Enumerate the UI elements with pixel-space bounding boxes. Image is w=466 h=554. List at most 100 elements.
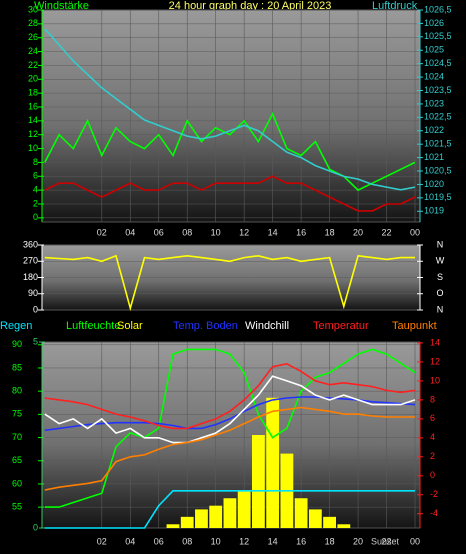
y2-tick-label: 1024: [424, 71, 444, 81]
x-tick-label: 00: [410, 536, 420, 546]
x-tick-label: 10: [211, 227, 221, 237]
y2-tick-label: 1024,5: [424, 58, 452, 68]
y-tick-label: 6: [33, 171, 38, 181]
solar-bar: [237, 490, 251, 528]
x-tick-label: 08: [182, 536, 192, 546]
y-tick-label: 24: [28, 46, 38, 56]
solar-bar: [252, 435, 265, 528]
x-tick-label: 20: [353, 536, 363, 546]
y2-tick-label: 1022: [424, 125, 444, 135]
y-tick-label: 60: [12, 478, 22, 488]
y2-tick-label: W: [436, 256, 445, 266]
y2-tick-label: 0: [430, 470, 435, 480]
series-line: [44, 28, 416, 191]
y-tick-label: 4: [33, 185, 38, 195]
y-tick-label: 75: [12, 409, 22, 419]
y-axis-label: Windstärke: [34, 0, 89, 12]
chart-title: 24 hour graph day : 20 April 2023: [169, 0, 332, 12]
y-tick-label: 2: [33, 198, 38, 208]
y2-tick-label: 1023: [424, 98, 444, 108]
y2-tick-label: 1022,5: [424, 112, 452, 122]
legend-entry: Windchill: [245, 320, 289, 332]
y2-tick-label: 4: [430, 432, 435, 442]
legend-entry: Luftfeuchte: [66, 320, 120, 332]
legend-entry: Temp. Boden: [173, 320, 238, 332]
x-tick-label: 04: [125, 227, 135, 237]
series-line: [44, 175, 416, 212]
y-tick-label: 28: [28, 18, 38, 28]
y2-tick-label: 1021: [424, 152, 444, 162]
y-tick-label: 12: [28, 129, 38, 139]
y2-tick-label: 1025,5: [424, 31, 452, 41]
y2-tick-label: S: [437, 272, 443, 282]
y2-tick-label: N: [437, 304, 444, 314]
y-tick-label: 8: [33, 157, 38, 167]
y-tick-label: 90: [12, 339, 22, 349]
solar-bar: [166, 524, 180, 528]
x-tick-label: 02: [97, 227, 107, 237]
sunset-label: Sunset: [371, 536, 400, 546]
solar-bar: [223, 498, 237, 528]
x-tick-label: 04: [125, 536, 135, 546]
y-tick-label: 18: [28, 88, 38, 98]
x-tick-label: 14: [268, 536, 278, 546]
y2-tick-label: 1020,5: [424, 165, 452, 175]
plot-area: [41, 341, 421, 529]
y2-tick-label: 1026: [424, 18, 444, 28]
y-tick-label: 14: [28, 115, 38, 125]
legend-entry: Solar: [117, 320, 143, 332]
y-tick-label: 360: [23, 239, 38, 249]
y-tick-label: 90: [28, 288, 38, 298]
y-tick-label: 270: [23, 256, 38, 266]
y3-tick-label: 0: [33, 522, 38, 532]
series-line: [44, 406, 415, 491]
legend-entry: Regen: [0, 320, 32, 332]
x-tick-label: 18: [325, 227, 335, 237]
y2-axis-label: Luftdruck: [372, 0, 418, 12]
y-tick-label: 70: [12, 432, 22, 442]
y2-tick-label: -2: [430, 489, 438, 499]
solar-bar: [266, 397, 280, 528]
y2-tick-label: 10: [430, 375, 440, 385]
y2-tick-label: 1021,5: [424, 139, 452, 149]
y-tick-label: 22: [28, 60, 38, 70]
x-tick-label: 06: [154, 227, 164, 237]
series-line: [44, 375, 416, 444]
solar-bar: [323, 516, 336, 528]
y-tick-label: 85: [12, 362, 22, 372]
y2-tick-label: N: [437, 239, 444, 249]
x-tick-label: 10: [211, 536, 221, 546]
x-tick-label: 22: [382, 227, 392, 237]
y2-tick-label: 1025: [424, 45, 444, 55]
y2-tick-label: 1026,5: [424, 4, 452, 14]
x-tick-label: 22: [382, 536, 392, 546]
x-tick-label: 16: [296, 536, 306, 546]
y-tick-label: 26: [28, 32, 38, 42]
series-line: [44, 111, 416, 192]
series-line: [44, 254, 415, 312]
y2-tick-label: -4: [430, 508, 438, 518]
y2-tick-label: 2: [430, 451, 435, 461]
series-line: [44, 348, 416, 508]
solar-bar: [337, 524, 351, 528]
y2-tick-label: 1020: [424, 179, 444, 189]
x-tick-label: 06: [154, 536, 164, 546]
plot-area: [41, 9, 421, 223]
y2-tick-label: 6: [430, 413, 435, 423]
x-tick-label: 00: [410, 227, 420, 237]
y2-tick-label: 1019: [424, 206, 444, 216]
x-tick-label: 08: [182, 227, 192, 237]
solar-bar: [209, 505, 223, 528]
y2-tick-label: 8: [430, 394, 435, 404]
legend-entry: Temperatur: [313, 320, 369, 332]
y2-tick-label: 14: [430, 337, 440, 347]
y-tick-label: 80: [12, 386, 22, 396]
y2-tick-label: 12: [430, 356, 440, 366]
x-tick-label: 14: [268, 227, 278, 237]
x-tick-label: 12: [239, 536, 249, 546]
y-tick-label: 0: [33, 212, 38, 222]
y-tick-label: 16: [28, 101, 38, 111]
series-line: [44, 362, 416, 430]
y2-tick-label: O: [436, 288, 443, 298]
